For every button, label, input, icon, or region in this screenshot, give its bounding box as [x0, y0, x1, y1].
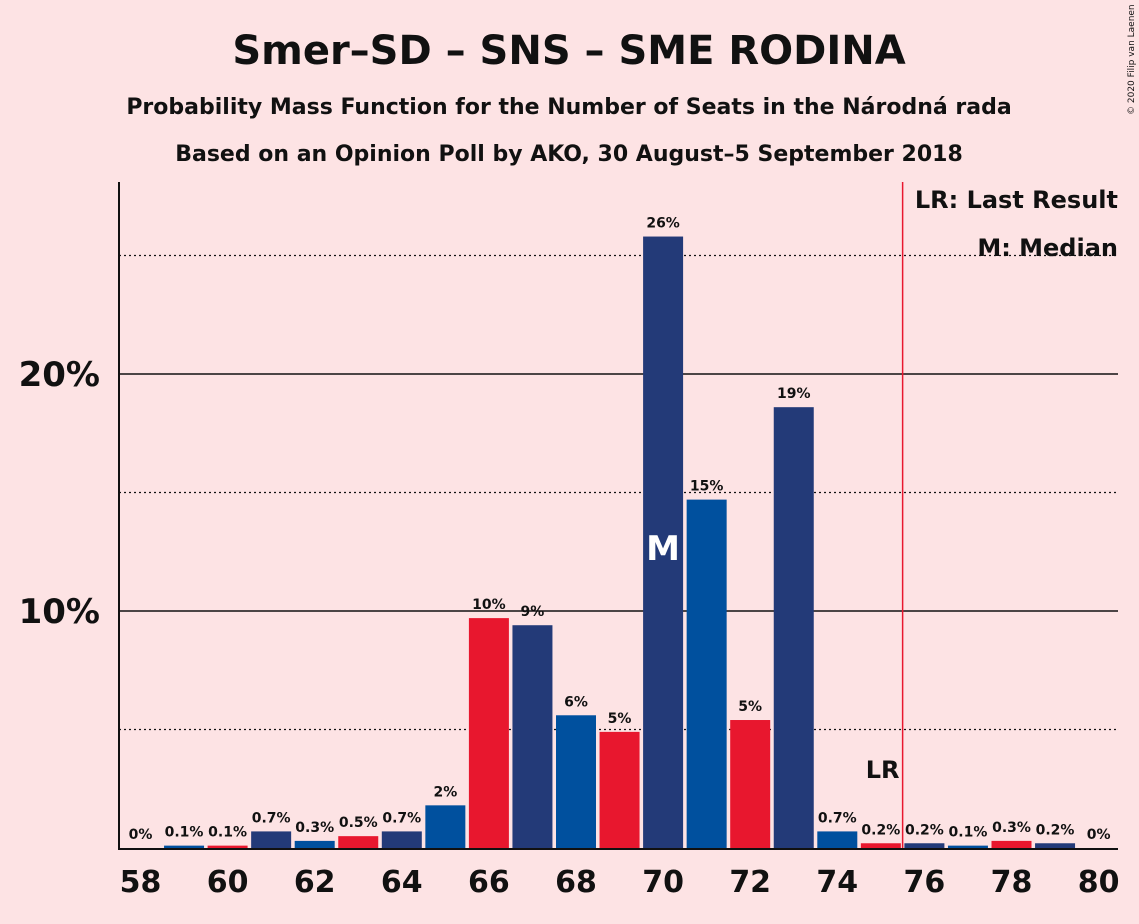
data-label-78: 0.3%: [992, 820, 1031, 836]
data-label-72: 5%: [738, 699, 762, 715]
data-label-79: 0.2%: [1036, 822, 1075, 838]
bar-72: [730, 720, 771, 848]
data-label-66: 10%: [472, 597, 506, 613]
bar-59: [164, 845, 205, 848]
data-label-68: 6%: [564, 694, 588, 710]
data-label-77: 0.1%: [949, 825, 988, 841]
bar-74: [817, 831, 858, 848]
x-tick-76: 76: [904, 865, 946, 900]
bar-69: [599, 731, 640, 848]
chart-subtitle-1: Probability Mass Function for the Number…: [126, 95, 1011, 120]
gridlines: [119, 254, 1118, 731]
bar-79: [1035, 843, 1076, 848]
data-label-59: 0.1%: [165, 825, 204, 841]
x-tick-68: 68: [555, 865, 597, 900]
data-label-64: 0.7%: [382, 810, 421, 826]
bar-66: [468, 618, 509, 848]
copyright-text: © 2020 Filip van Laenen: [1127, 4, 1137, 115]
bar-61: [251, 831, 292, 848]
bar-67: [512, 625, 553, 848]
bar-77: [947, 845, 988, 848]
data-labels: 0% 0.1% 0.1%0.7%0.3% 0.5% 0.7%2%10% 9%6%5%26%…: [129, 216, 1111, 843]
bar-76: [904, 843, 945, 848]
data-label-70: 26%: [646, 216, 680, 232]
bar-64: [381, 831, 422, 848]
x-tick-58: 58: [120, 865, 162, 900]
data-label-76: 0.2%: [905, 822, 944, 838]
data-label-71: 15%: [690, 479, 724, 495]
y-tick-20: 20%: [19, 355, 100, 395]
median-marker: M: [646, 529, 680, 569]
legend-last-result: LR: Last Result: [915, 186, 1118, 214]
bar-78: [991, 840, 1032, 848]
data-label-67: 9%: [521, 604, 545, 620]
bar-68: [556, 715, 596, 848]
bar-62: [294, 840, 335, 848]
bar-65: [425, 805, 466, 848]
bar-75: [860, 843, 901, 848]
bar-71: [686, 499, 727, 848]
bars: [164, 236, 1076, 849]
data-label-74: 0.7%: [818, 810, 857, 826]
x-tick-72: 72: [729, 865, 771, 900]
x-tick-66: 66: [468, 865, 510, 900]
x-tick-60: 60: [207, 865, 249, 900]
data-label-69: 5%: [608, 711, 632, 727]
chart-subtitle-2: Based on an Opinion Poll by AKO, 30 Augu…: [175, 142, 963, 167]
x-tick-80: 80: [1078, 865, 1120, 900]
data-label-73: 19%: [777, 386, 811, 402]
data-label-80: 0%: [1087, 827, 1111, 843]
axis-ticks: 58 60 62 64 66 68 70 72 74 76 78 80 10% 20%: [19, 355, 1120, 900]
bar-70: [643, 236, 684, 849]
x-tick-62: 62: [294, 865, 336, 900]
data-label-60: 0.1%: [208, 825, 247, 841]
data-label-62: 0.3%: [295, 820, 334, 836]
data-label-65: 2%: [433, 784, 457, 800]
x-tick-74: 74: [816, 865, 858, 900]
x-tick-64: 64: [381, 865, 423, 900]
x-tick-70: 70: [642, 865, 684, 900]
data-label-75: 0.2%: [861, 822, 900, 838]
data-label-58: 0%: [129, 827, 153, 843]
last-result-marker: LR: [866, 756, 900, 784]
x-tick-78: 78: [991, 865, 1033, 900]
data-label-61: 0.7%: [252, 810, 291, 826]
data-label-63: 0.5%: [339, 815, 378, 831]
chart-title: Smer–SD – SNS – SME RODINA: [232, 28, 905, 74]
bar-60: [207, 845, 248, 848]
bar-63: [338, 836, 379, 848]
y-tick-10: 10%: [19, 592, 100, 632]
bar-73: [773, 407, 814, 848]
legend-median: M: Median: [977, 234, 1118, 262]
